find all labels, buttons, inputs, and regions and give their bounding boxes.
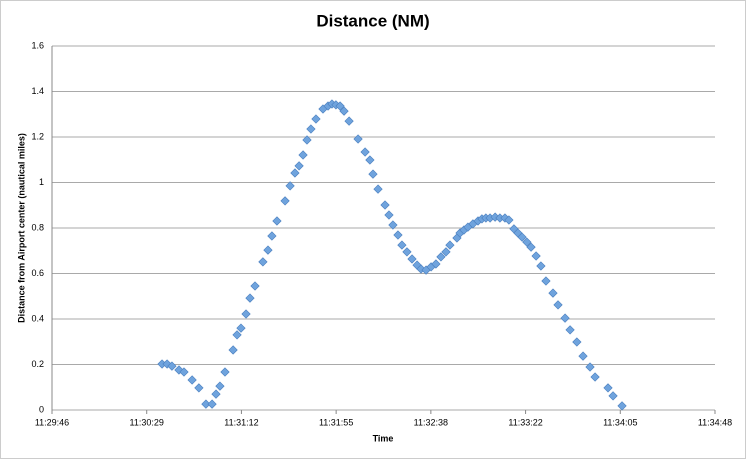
- point: [578, 351, 588, 361]
- y-tick-label: 0.8: [31, 222, 44, 232]
- y-tick-label: 1.2: [31, 131, 44, 141]
- point: [590, 372, 600, 382]
- y-tick-label: 0: [39, 404, 44, 414]
- point: [194, 383, 204, 393]
- point: [290, 168, 300, 178]
- point: [250, 281, 260, 291]
- point: [267, 231, 277, 241]
- point: [298, 150, 308, 160]
- point: [560, 313, 570, 323]
- point: [245, 293, 255, 303]
- point: [407, 254, 417, 264]
- point: [353, 134, 363, 144]
- y-axis-title: Distance from Airport center (nautical m…: [16, 133, 26, 323]
- point: [335, 101, 345, 111]
- x-tick-label: 11:34:48: [698, 417, 732, 427]
- point: [441, 247, 451, 257]
- y-tick-label: 1.6: [31, 40, 44, 50]
- point: [517, 232, 527, 242]
- point: [306, 124, 316, 134]
- point: [201, 399, 211, 409]
- point: [608, 391, 618, 401]
- point: [302, 135, 312, 145]
- x-tick-label: 11:34:05: [603, 417, 637, 427]
- point: [294, 161, 304, 171]
- point: [384, 210, 394, 220]
- point: [220, 367, 230, 377]
- point: [531, 251, 541, 261]
- point: [285, 181, 295, 191]
- point: [207, 399, 217, 409]
- point: [553, 300, 563, 310]
- point: [536, 261, 546, 271]
- point: [397, 240, 407, 250]
- y-tick-label: 0.6: [31, 268, 44, 278]
- point: [339, 106, 349, 116]
- point: [541, 276, 551, 286]
- point: [311, 114, 321, 124]
- point: [232, 330, 242, 340]
- y-tick-label: 0.2: [31, 359, 44, 369]
- point: [603, 383, 613, 393]
- x-tick-label: 11:31:55: [319, 417, 353, 427]
- point: [445, 240, 455, 250]
- point: [402, 247, 412, 257]
- y-tick-label: 1.4: [31, 86, 44, 96]
- point: [565, 325, 575, 335]
- point: [585, 362, 595, 372]
- x-tick-label: 11:30:29: [130, 417, 164, 427]
- point: [258, 257, 268, 267]
- point: [431, 259, 441, 269]
- x-tick-label: 11:31:12: [224, 417, 258, 427]
- point: [572, 337, 582, 347]
- point: [280, 196, 290, 206]
- point: [365, 155, 375, 165]
- point: [187, 375, 197, 385]
- point: [360, 147, 370, 157]
- point: [373, 184, 383, 194]
- x-tick-label: 11:32:38: [414, 417, 448, 427]
- point: [380, 200, 390, 210]
- point: [167, 361, 177, 371]
- point: [215, 381, 225, 391]
- point: [368, 169, 378, 179]
- y-tick-label: 0.4: [31, 313, 44, 323]
- x-tick-label: 11:29:46: [35, 417, 69, 427]
- point: [504, 215, 514, 225]
- point: [272, 216, 282, 226]
- point: [436, 252, 446, 262]
- point: [617, 401, 627, 411]
- chart-title: Distance (NM): [316, 11, 429, 30]
- point: [236, 323, 246, 333]
- point: [548, 288, 558, 298]
- point: [526, 242, 536, 252]
- point: [179, 367, 189, 377]
- point: [263, 245, 273, 255]
- point: [522, 237, 532, 247]
- x-axis-title: Time: [373, 433, 394, 443]
- point: [344, 116, 354, 126]
- point: [393, 230, 403, 240]
- point: [241, 309, 251, 319]
- point: [228, 345, 238, 355]
- point: [211, 389, 221, 399]
- point: [388, 220, 398, 230]
- x-tick-label: 11:33:22: [508, 417, 542, 427]
- y-tick-label: 1: [39, 177, 44, 187]
